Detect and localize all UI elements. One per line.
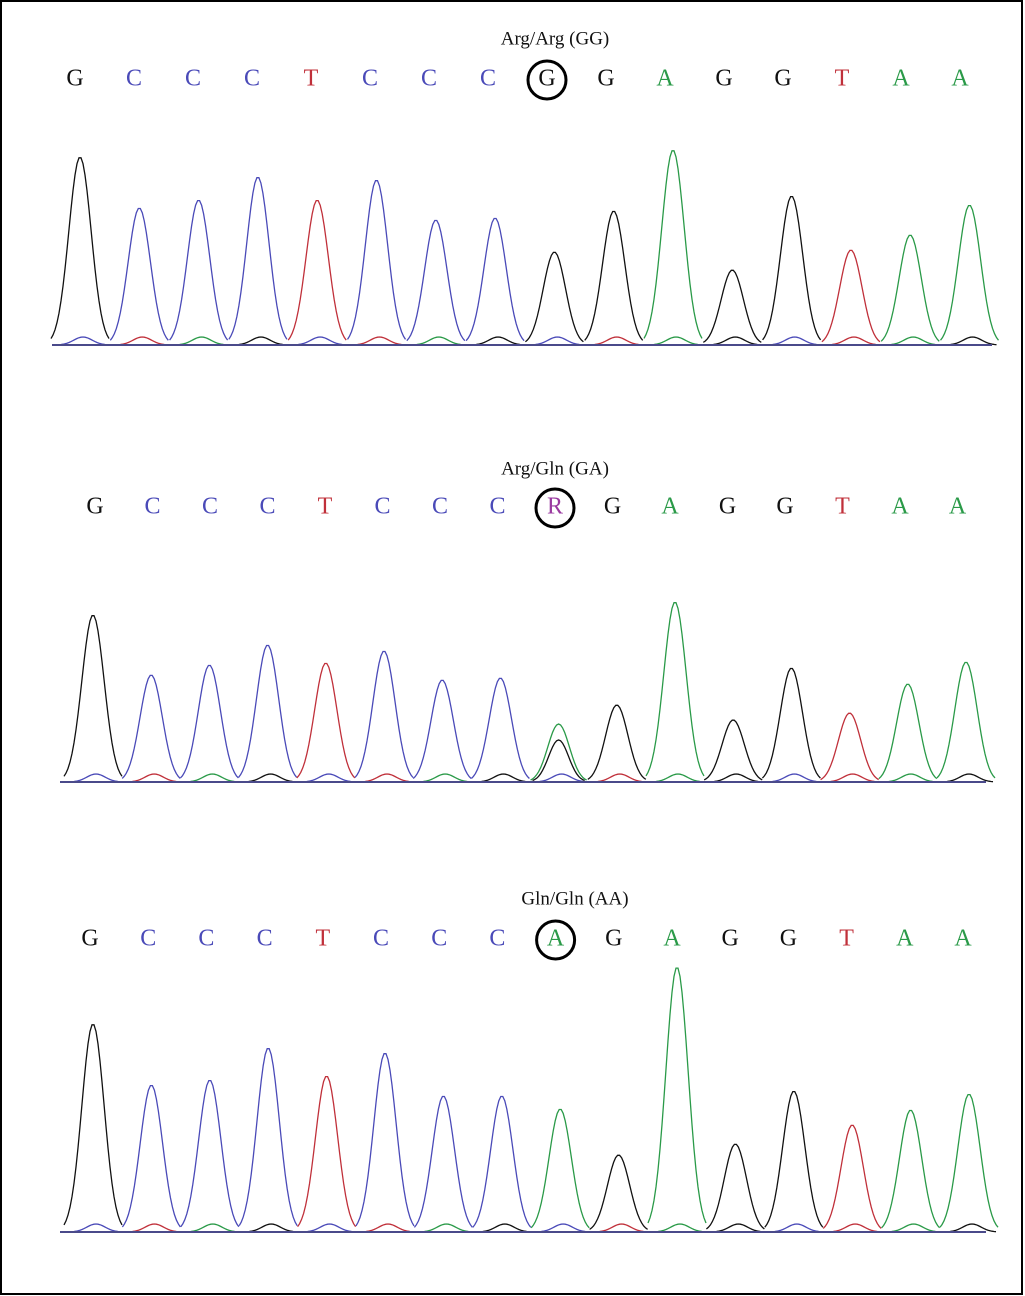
base-call: G bbox=[719, 494, 736, 520]
base-call: C bbox=[244, 66, 260, 92]
base-call: C bbox=[198, 926, 214, 952]
base-call: G bbox=[538, 66, 555, 92]
base-call: C bbox=[202, 494, 218, 520]
base-call: C bbox=[489, 926, 505, 952]
base-call: C bbox=[144, 494, 160, 520]
base-call: G bbox=[780, 926, 797, 952]
base-call: T bbox=[835, 66, 850, 92]
base-call: C bbox=[126, 66, 142, 92]
base-call: C bbox=[257, 926, 273, 952]
base-call: T bbox=[315, 926, 330, 952]
base-call: C bbox=[432, 494, 448, 520]
base-call: A bbox=[547, 926, 565, 952]
base-call: A bbox=[892, 66, 910, 92]
base-call: A bbox=[656, 66, 674, 92]
base-call: G bbox=[81, 926, 98, 952]
panel-title: Gln/Gln (AA) bbox=[521, 888, 628, 909]
base-call: C bbox=[480, 66, 496, 92]
base-call: T bbox=[304, 66, 319, 92]
base-call: C bbox=[259, 494, 275, 520]
base-call: A bbox=[661, 494, 679, 520]
base-call: C bbox=[489, 494, 505, 520]
base-call: G bbox=[605, 926, 622, 952]
base-call: T bbox=[839, 926, 854, 952]
panel-title: Arg/Gln (GA) bbox=[501, 458, 609, 479]
base-call: A bbox=[891, 494, 909, 520]
base-call: G bbox=[774, 66, 791, 92]
base-call: T bbox=[835, 494, 850, 520]
base-call: C bbox=[374, 494, 390, 520]
base-call: G bbox=[66, 66, 83, 92]
base-call: G bbox=[776, 494, 793, 520]
base-call: A bbox=[896, 926, 914, 952]
base-call: C bbox=[185, 66, 201, 92]
base-call: A bbox=[954, 926, 972, 952]
base-call: G bbox=[604, 494, 621, 520]
base-call: C bbox=[362, 66, 378, 92]
base-call: C bbox=[431, 926, 447, 952]
base-call: C bbox=[373, 926, 389, 952]
base-call: A bbox=[949, 494, 967, 520]
panel-title: Arg/Arg (GG) bbox=[501, 28, 610, 49]
base-call: C bbox=[421, 66, 437, 92]
base-call: G bbox=[86, 494, 103, 520]
base-call: R bbox=[547, 494, 563, 520]
figure: Arg/Arg (GG) G C C C T C C C G G A G G T A A Arg/Gln (GA)… bbox=[0, 0, 1025, 1296]
base-call: A bbox=[951, 66, 969, 92]
base-call: G bbox=[722, 926, 739, 952]
base-call: G bbox=[715, 66, 732, 92]
base-call: C bbox=[140, 926, 156, 952]
frame bbox=[1, 1, 1022, 1294]
base-call: T bbox=[318, 494, 333, 520]
base-call: A bbox=[663, 926, 681, 952]
base-call: G bbox=[597, 66, 614, 92]
